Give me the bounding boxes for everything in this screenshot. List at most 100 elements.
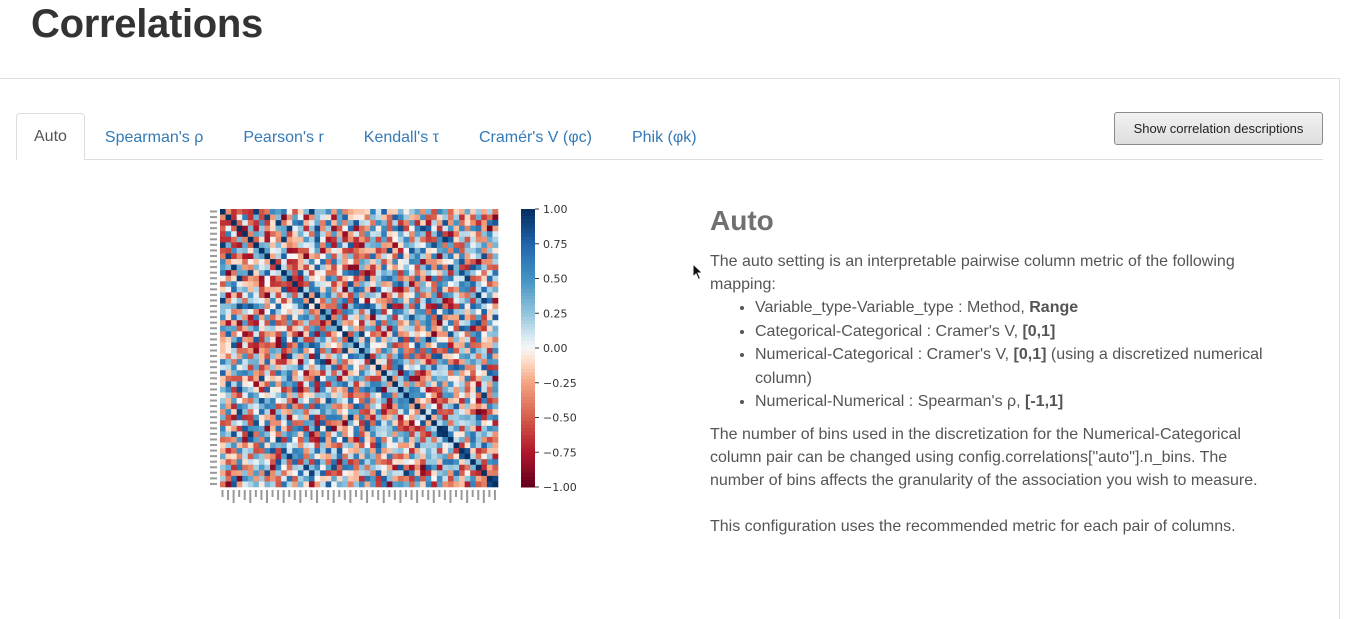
heatmap-cell [420,259,427,265]
heatmap-cell [359,336,365,343]
heatmap-cell [347,297,354,304]
heatmap-cell [275,403,282,410]
heatmap-cell [236,270,243,277]
heatmap-cell [392,364,399,371]
heatmap-cell [297,359,304,365]
heatmap-cell [364,236,371,243]
heatmap-cell [225,220,232,226]
heatmap-cell [431,247,438,254]
heatmap-cell [270,331,276,338]
heatmap-cell [370,247,376,254]
heatmap-cell [475,431,482,438]
heatmap-cell [414,459,421,466]
heatmap-cell [258,442,265,449]
heatmap-cell [297,320,304,327]
heatmap-cell [403,342,410,349]
heatmap-cell [347,436,354,443]
heatmap-cell [270,270,276,277]
heatmap-cell [420,275,427,282]
mouse-pointer-icon [692,263,704,281]
heatmap-cell [453,375,460,382]
heatmap-cell [336,436,343,443]
heatmap-cell [292,364,299,371]
heatmap-cell [281,392,288,399]
heatmap-x-tick-label [488,490,491,497]
heatmap-cell [459,414,465,421]
heatmap-cell [336,309,343,315]
heatmap-cell [325,381,332,388]
heatmap-cell [286,348,293,354]
heatmap-cell [375,359,382,365]
heatmap-cell [303,431,310,438]
heatmap-cell [375,414,382,421]
heatmap-cell [425,414,432,421]
heatmap-cell [325,214,332,221]
heatmap-cell [392,453,399,460]
heatmap-cell [297,442,304,449]
heatmap-cell [314,364,321,371]
heatmap-cell [403,336,410,343]
heatmap-cell [331,292,338,299]
show-descriptions-button[interactable]: Show correlation descriptions [1114,112,1323,145]
heatmap-cell [225,253,232,260]
tab-auto[interactable]: Auto [16,113,85,160]
heatmap-y-tick-label [210,438,217,441]
heatmap-cell [236,259,243,265]
heatmap-cell [381,259,388,265]
heatmap-cell [459,481,465,488]
tab-kendall[interactable]: Kendall's τ [363,128,439,146]
heatmap-cell [442,264,449,271]
tab-pearson[interactable]: Pearson's r [243,128,324,146]
heatmap-cell [370,381,376,388]
heatmap-cell [397,431,404,438]
heatmap-cell [464,209,471,215]
heatmap-cell [470,364,477,371]
heatmap-cell [225,414,232,421]
heatmap-cell [375,353,382,360]
heatmap-cell [303,220,310,226]
heatmap-cell [470,353,477,360]
tab-cramers[interactable]: Cramér's V (φc) [478,128,592,146]
heatmap-cell [431,381,438,388]
heatmap-cell [331,320,338,327]
heatmap-cell [447,309,454,315]
heatmap-cell [297,247,304,254]
colorbar-segment [521,469,535,474]
heatmap-cell [342,325,349,332]
heatmap-cell [231,448,237,454]
heatmap-cell [292,242,299,249]
heatmap-cell [481,336,488,343]
heatmap-cell [359,342,365,349]
heatmap-cell [470,442,477,449]
heatmap-cell [258,403,265,410]
heatmap-cell [225,325,232,332]
tab-phik[interactable]: Phik (φk) [631,128,697,146]
tab-spearman[interactable]: Spearman's ρ [104,128,204,146]
heatmap-cell [281,464,288,471]
heatmap-cell [308,342,315,349]
heatmap-cell [364,214,371,221]
heatmap-cell [486,314,493,321]
heatmap-cell [353,459,360,466]
heatmap-cell [347,409,354,416]
heatmap-cell [403,436,410,443]
heatmap-cell [236,247,243,254]
heatmap-cell [453,414,460,421]
heatmap-cell [270,375,276,382]
heatmap-cell [292,342,299,349]
heatmap-cell [320,303,326,310]
colorbar-segment [521,434,535,439]
heatmap-cell [220,375,226,382]
heatmap-cell [447,448,454,454]
heatmap-x-tick-label [477,490,480,500]
heatmap-cell [436,214,443,221]
heatmap-cell [386,475,393,482]
heatmap-cell [442,342,449,349]
heatmap-cell [359,320,365,327]
heatmap-cell [231,420,237,427]
heatmap-cell [220,297,226,304]
heatmap-cell [247,281,254,288]
heatmap-cell [470,292,477,299]
heatmap-cell [220,420,226,427]
heatmap-cell [303,281,310,288]
